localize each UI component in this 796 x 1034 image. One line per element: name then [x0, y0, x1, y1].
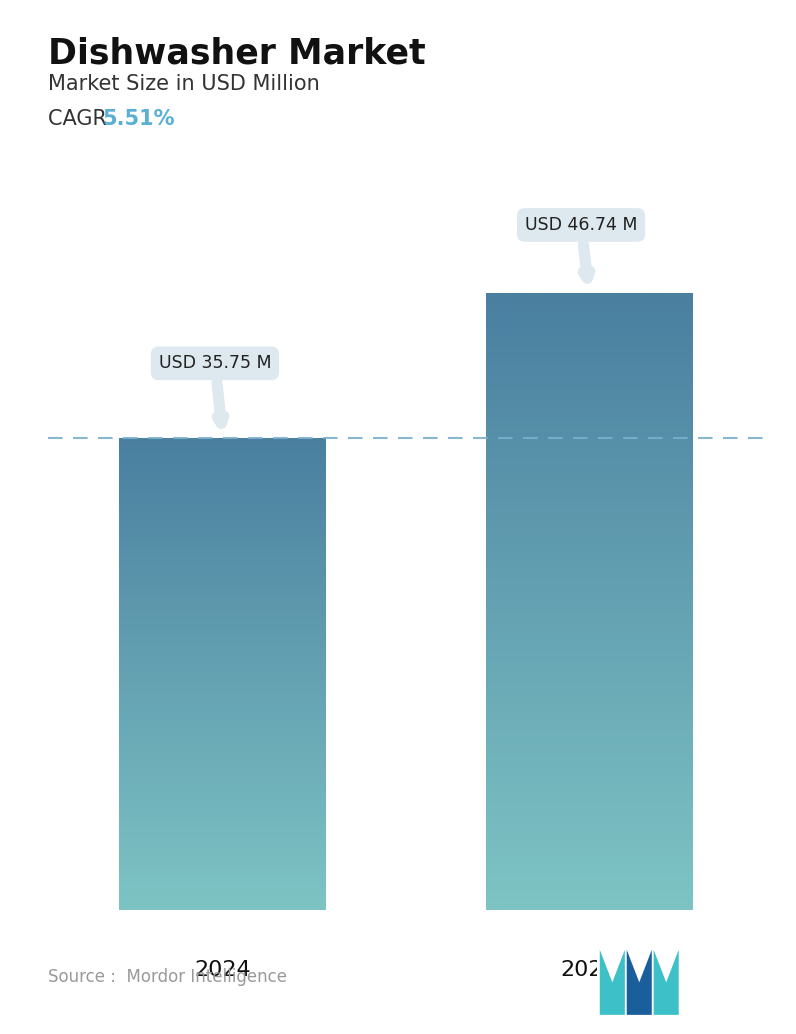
Text: Source :  Mordor Intelligence: Source : Mordor Intelligence: [48, 968, 287, 986]
Polygon shape: [654, 949, 679, 1015]
Text: 2029: 2029: [560, 960, 618, 980]
Polygon shape: [626, 949, 652, 1015]
Text: CAGR: CAGR: [48, 109, 113, 128]
Text: 2024: 2024: [194, 960, 252, 980]
Text: Dishwasher Market: Dishwasher Market: [48, 36, 425, 70]
Text: USD 35.75 M: USD 35.75 M: [158, 355, 271, 423]
Polygon shape: [600, 949, 625, 1015]
Text: 5.51%: 5.51%: [102, 109, 174, 128]
Text: Market Size in USD Million: Market Size in USD Million: [48, 74, 319, 94]
Text: USD 46.74 M: USD 46.74 M: [525, 216, 638, 278]
